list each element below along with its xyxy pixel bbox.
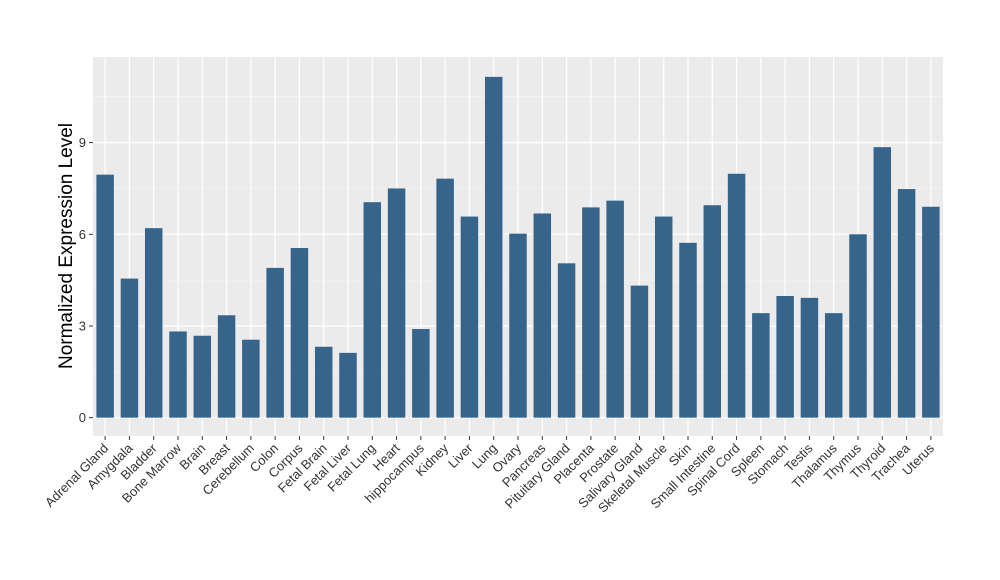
- bar-hippocampus: [412, 329, 430, 418]
- y-tick-label: 0: [79, 410, 86, 425]
- y-tick-label: 6: [79, 227, 86, 242]
- bar-fetal-brain: [314, 346, 333, 418]
- bar-skeletal-muscle: [654, 216, 673, 418]
- bar-salivary-gland: [630, 285, 649, 418]
- bar-fetal-lung: [363, 202, 382, 418]
- bar-pancreas: [533, 213, 552, 418]
- bar-testis: [800, 297, 819, 418]
- bar-brain: [193, 335, 212, 418]
- bar-small-intestine: [703, 205, 722, 418]
- bar-uterus: [922, 206, 940, 418]
- bar-ovary: [509, 233, 527, 418]
- y-axis-title: Normalized Expression Level: [56, 123, 77, 369]
- bar-cerebellum: [242, 339, 260, 418]
- bar-adrenal-gland: [96, 174, 114, 418]
- bar-prostate: [606, 200, 624, 418]
- bar-heart: [387, 188, 406, 418]
- bar-spinal-cord: [727, 173, 746, 418]
- bar-thymus: [849, 234, 867, 418]
- bar-spleen: [752, 313, 770, 418]
- x-tick-label: Liver: [445, 440, 476, 471]
- bar-bone-marrow: [169, 331, 187, 418]
- bar-placenta: [582, 207, 600, 418]
- bar-liver: [460, 216, 479, 418]
- y-tick-label: 9: [79, 135, 86, 150]
- bar-stomach: [776, 296, 794, 418]
- bar-thyroid: [873, 147, 892, 418]
- bars: [96, 76, 940, 418]
- bar-bladder: [144, 228, 163, 418]
- bar-corpus: [290, 248, 309, 418]
- bar-thalamus: [824, 313, 843, 418]
- bar-fetal-liver: [339, 352, 357, 418]
- bar-amygdala: [120, 278, 139, 418]
- bar-lung: [484, 76, 503, 418]
- y-axis: 0 3 6 9: [79, 135, 93, 425]
- bar-pituitary-gland: [557, 263, 576, 418]
- y-tick-label: 3: [79, 318, 86, 333]
- bar-skin: [679, 242, 697, 418]
- bar-trachea: [897, 189, 916, 418]
- bar-colon: [266, 267, 284, 418]
- bar-kidney: [436, 178, 454, 418]
- bar-breast: [217, 315, 236, 418]
